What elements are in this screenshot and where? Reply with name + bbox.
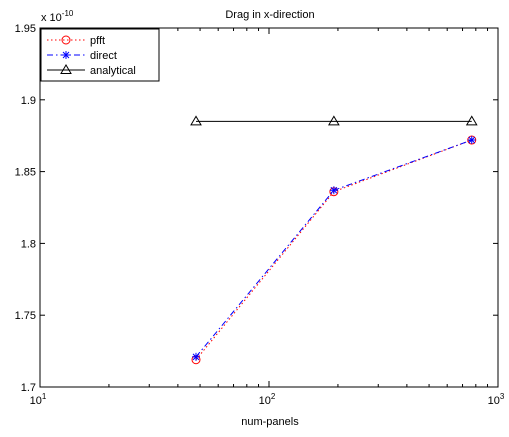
- y-tick-label: 1.7: [21, 382, 36, 394]
- data-point-analytical: [328, 115, 340, 126]
- legend-label: pfft: [90, 35, 105, 47]
- x-tick-label: 102: [259, 392, 276, 407]
- x-tick-label: 101: [30, 392, 47, 407]
- chart-title: Drag in x-direction: [225, 9, 314, 21]
- y-tick-label: 1.75: [15, 310, 36, 322]
- data-point-direct: [192, 352, 201, 361]
- legend: pfft direct analytical: [40, 28, 160, 82]
- x-axis-label: num-panels: [241, 416, 299, 428]
- legend-label: direct: [90, 50, 117, 62]
- y-tick-label: 1.95: [15, 23, 36, 35]
- series-direct: [192, 136, 476, 361]
- y-tick-label: 1.8: [21, 238, 36, 250]
- legend-marker-direct: [62, 51, 70, 59]
- data-point-analytical: [465, 115, 478, 126]
- x-axis: 101 102 103: [30, 28, 505, 407]
- series-analytical: [190, 115, 478, 126]
- y-multiplier: x 10-10: [41, 9, 74, 24]
- legend-marker-pfft: [61, 35, 71, 45]
- y-axis: 1.7 1.75 1.8 1.85 1.9 1.95: [15, 23, 498, 394]
- y-tick-label: 1.9: [21, 95, 36, 107]
- data-point-analytical: [190, 115, 202, 126]
- x-tick-label: 103: [488, 392, 505, 407]
- legend-label: analytical: [90, 65, 136, 77]
- data-point-direct: [329, 186, 338, 195]
- y-tick-label: 1.85: [15, 167, 36, 179]
- legend-marker-analytical: [60, 64, 72, 74]
- series-layer: [190, 115, 478, 365]
- plot-area: [39, 27, 499, 388]
- data-point-direct: [467, 136, 476, 145]
